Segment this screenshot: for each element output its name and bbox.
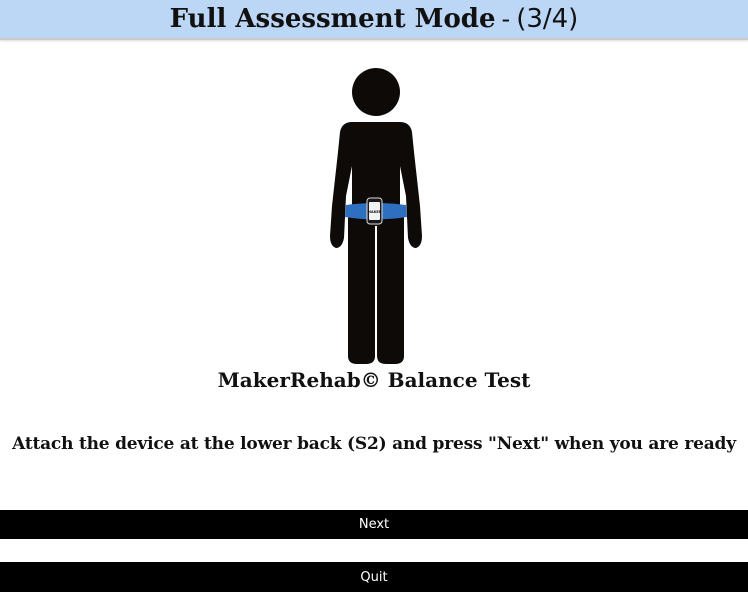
standing-person-with-belt-device-icon: MAKER — [330, 68, 422, 364]
title-separator: - — [501, 5, 511, 33]
instruction-text: Attach the device at the lower back (S2)… — [12, 434, 736, 454]
page-title: Full Assessment Mode — [169, 4, 496, 34]
next-button[interactable]: Next — [0, 510, 748, 539]
step-indicator: (3/4) — [516, 4, 579, 34]
figure-device-label: MAKER — [368, 210, 382, 214]
figure-left-leg — [348, 216, 375, 364]
quit-button[interactable]: Quit — [0, 562, 748, 592]
figure-right-leg — [377, 216, 404, 364]
header-bar: Full Assessment Mode - (3/4) — [0, 0, 748, 40]
figure-head — [352, 68, 400, 116]
brand-title: MakerRehab© Balance Test — [217, 368, 531, 392]
figure-torso — [330, 122, 422, 248]
